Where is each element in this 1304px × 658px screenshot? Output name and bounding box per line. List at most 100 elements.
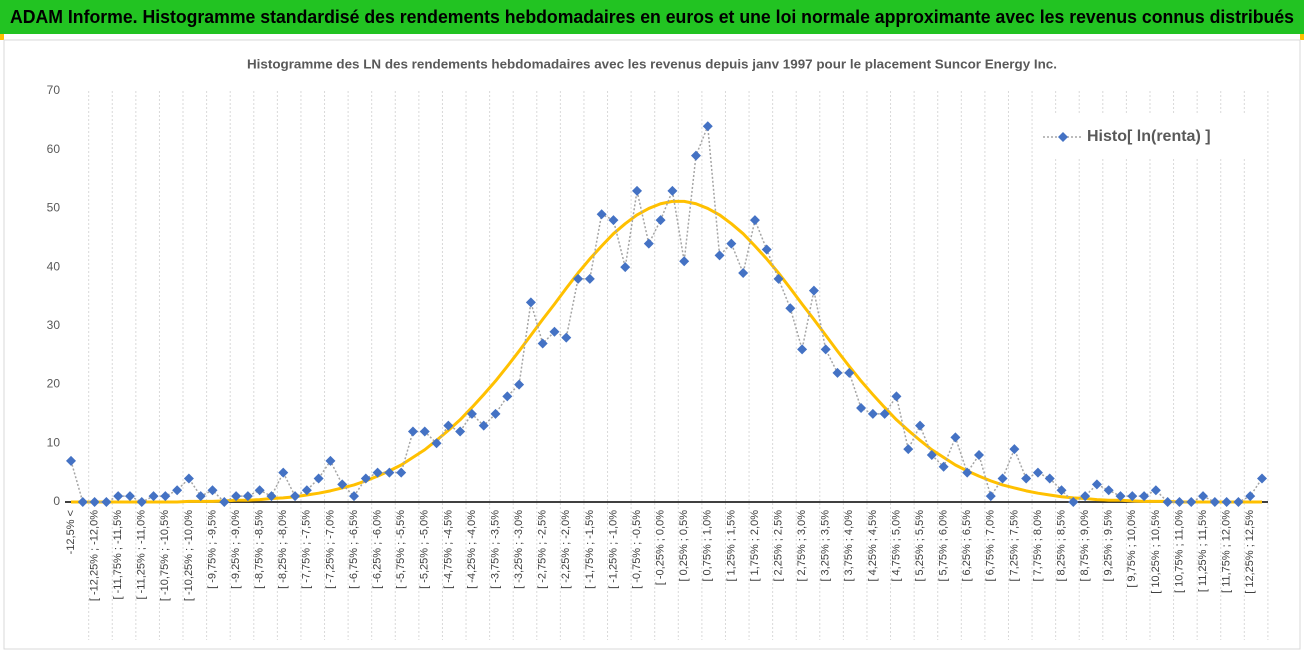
data-point: [926, 450, 937, 461]
data-point: [313, 473, 324, 484]
data-point: [242, 491, 253, 502]
x-tick-label: [ 0,75% ; 1,0%: [702, 510, 714, 582]
data-point: [466, 408, 477, 419]
data-point: [643, 238, 654, 249]
data-point: [702, 121, 713, 132]
data-point: [950, 432, 961, 443]
x-tick-label: [ -11,25% ; -11,0%: [136, 510, 148, 600]
data-point: [714, 250, 725, 261]
x-tick-label: [ 5,25% ; 5,5%: [914, 510, 926, 582]
data-point: [820, 344, 831, 355]
data-point: [573, 273, 584, 284]
x-tick-label: [ -1,25% ; -1,0%: [607, 510, 619, 589]
data-point: [1127, 491, 1138, 502]
data-point: [596, 209, 607, 220]
data-point: [785, 303, 796, 314]
data-point: [325, 455, 336, 466]
data-point: [183, 473, 194, 484]
x-tick-label: [ -4,25% ; -4,0%: [466, 510, 478, 589]
data-point: [1139, 491, 1150, 502]
data-point: [1021, 473, 1032, 484]
data-point: [561, 332, 572, 343]
data-point: [973, 450, 984, 461]
data-point: [278, 467, 289, 478]
x-tick-label: [ 7,75% ; 8,0%: [1032, 510, 1044, 582]
x-tick-label: [ 6,25% ; 6,5%: [961, 510, 973, 582]
header-edge: [1300, 34, 1304, 40]
data-point: [1032, 467, 1043, 478]
data-point: [349, 491, 360, 502]
x-tick-label: [ -5,25% ; -5,0%: [419, 510, 431, 589]
data-point: [1080, 491, 1091, 502]
x-tick-label: [ 8,75% ; 9,0%: [1079, 510, 1091, 582]
legend-box: [1035, 115, 1245, 159]
data-point: [113, 491, 124, 502]
data-point: [1198, 491, 1209, 502]
data-point: [1068, 497, 1079, 507]
data-point: [761, 244, 772, 255]
y-tick-label: 20: [47, 377, 61, 391]
data-point: [903, 444, 914, 455]
data-point: [1115, 491, 1126, 502]
x-tick-label: [ -9,75% ; -9,5%: [206, 510, 218, 589]
x-tick-label: [ 10,25% ; 10,5%: [1150, 510, 1162, 594]
x-tick-label: [ 4,25% ; 4,5%: [867, 510, 879, 582]
data-point: [738, 268, 749, 279]
data-point: [337, 479, 348, 490]
x-tick-label: [ 9,75% ; 10,0%: [1126, 510, 1138, 588]
data-point: [207, 485, 218, 496]
data-point: [455, 426, 466, 437]
x-tick-label: [ -1,75% ; -1,5%: [584, 510, 596, 589]
data-point: [396, 467, 407, 478]
data-point: [915, 420, 926, 431]
data-point: [195, 491, 206, 502]
data-point: [443, 420, 454, 431]
x-tick-label: [ 3,25% ; 3,5%: [820, 510, 832, 582]
x-tick-label: [ -5,75% ; -5,5%: [395, 510, 407, 589]
chart-frame: [3, 39, 1301, 650]
y-tick-label: 0: [53, 494, 60, 508]
x-tick-label: [ -10,75% ; -10,5%: [159, 510, 171, 601]
x-tick-label: [ 9,25% ; 9,5%: [1103, 510, 1115, 582]
data-point: [101, 497, 112, 507]
series-line: [70, 125, 1263, 503]
y-tick-label: 70: [47, 83, 61, 97]
x-tick-label: [ 7,25% ; 7,5%: [1008, 510, 1020, 582]
y-tick-label: 50: [47, 201, 61, 215]
y-tick-label: 10: [47, 435, 61, 449]
x-tick-label: [ -12,25% ; -12,0%: [88, 510, 100, 601]
data-point: [254, 485, 265, 496]
data-point: [525, 297, 536, 308]
legend-marker: [1058, 132, 1068, 142]
data-point: [1162, 497, 1173, 507]
data-point: [431, 438, 442, 449]
data-point: [266, 491, 277, 502]
data-point: [679, 256, 690, 267]
data-point: [372, 467, 383, 478]
data-point: [290, 491, 301, 502]
data-point: [844, 367, 855, 378]
data-point: [879, 408, 890, 419]
data-point: [360, 473, 371, 484]
data-point: [148, 491, 159, 502]
data-point: [1150, 485, 1161, 496]
x-tick-label: [ 4,75% ; 5,0%: [890, 510, 902, 582]
data-point: [938, 461, 949, 472]
page-title: ADAM Informe. Histogramme standardisé de…: [10, 7, 1294, 27]
data-point: [231, 491, 242, 502]
y-tick-label: 40: [47, 259, 61, 273]
x-tick-label: [ 5,75% ; 6,0%: [938, 510, 950, 582]
data-point: [490, 408, 501, 419]
data-point: [136, 497, 147, 507]
x-tick-label: [ 2,75% ; 3,0%: [796, 510, 808, 582]
data-point: [77, 497, 88, 507]
x-tick-label: [ 11,75% ; 12,0%: [1221, 510, 1233, 593]
x-tick-label: [ -11,75% ; -11,5%: [112, 510, 124, 600]
data-point: [1056, 485, 1067, 496]
data-point: [66, 455, 76, 466]
data-point: [690, 150, 701, 161]
data-point: [89, 497, 100, 507]
data-point: [608, 215, 619, 226]
x-tick-label: [ -10,25% ; -10,0%: [183, 510, 195, 601]
